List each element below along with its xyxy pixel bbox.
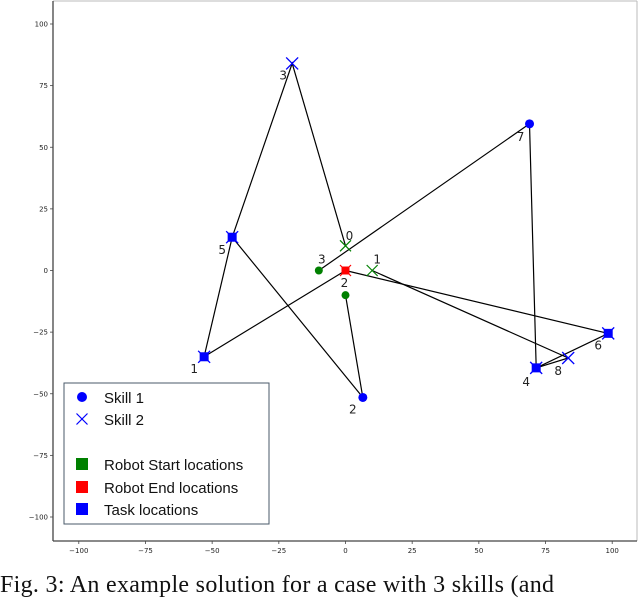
start-label: 2 xyxy=(341,276,349,290)
start-circle-icon xyxy=(341,291,350,300)
legend-label: Skill 1 xyxy=(104,390,144,407)
x-tick-label: 50 xyxy=(474,547,483,555)
start-label: 3 xyxy=(318,253,326,267)
route-robot-2 xyxy=(231,236,364,400)
task-label: 5 xyxy=(218,243,226,257)
legend-box xyxy=(63,382,270,525)
robot-routes xyxy=(203,61,610,400)
task-3: 3 xyxy=(279,56,299,82)
plot-frame xyxy=(52,0,638,542)
task-7: 7 xyxy=(517,119,535,144)
task-label: 3 xyxy=(279,68,287,82)
robot-start-3: 3 xyxy=(314,253,326,275)
legend-label: Robot Start locations xyxy=(104,457,243,474)
skill-1-circle-icon xyxy=(358,392,368,402)
task-square-icon xyxy=(603,328,613,338)
route-robot-0 xyxy=(203,61,347,359)
task-markers: 1 2 3 4 5 6 7 8 xyxy=(190,56,615,416)
task-label: 6 xyxy=(594,338,602,352)
y-tick-label: −100 xyxy=(29,514,48,522)
skill-2-x-icon xyxy=(285,56,299,70)
legend-skill1-circle-icon xyxy=(77,392,87,402)
legend-square-icon xyxy=(76,503,88,515)
start-x-icon xyxy=(339,239,352,252)
end-square-icon xyxy=(341,266,350,275)
task-label: 1 xyxy=(190,362,198,376)
task-4: 4 xyxy=(522,361,543,389)
task-6: 6 xyxy=(594,326,615,352)
x-tick-label: 100 xyxy=(606,547,619,555)
robot-start-0: 0 xyxy=(339,229,354,252)
legend-label: Skill 2 xyxy=(104,412,144,429)
start-circle-icon xyxy=(314,266,323,275)
task-2: 2 xyxy=(349,392,368,416)
robot-start-2: 2 xyxy=(341,276,350,300)
task-label: 2 xyxy=(349,402,357,416)
task-label: 4 xyxy=(522,375,530,389)
figure-caption: Fig. 3: An example solution for a case w… xyxy=(0,572,555,598)
start-x-icon xyxy=(366,264,379,277)
route-robot-3 xyxy=(318,122,610,369)
task-label: 7 xyxy=(517,130,525,144)
legend-square-icon xyxy=(76,481,88,493)
task-square-icon xyxy=(531,363,541,373)
skill-2-x-icon xyxy=(561,351,575,365)
task-square-icon xyxy=(227,232,237,242)
robot-start-markers: 0 1 2 3 xyxy=(314,229,381,300)
task-5: 5 xyxy=(218,230,239,257)
y-tick-label: 50 xyxy=(39,144,48,152)
legend-skill2-x-icon xyxy=(76,413,88,425)
legend-square-icon xyxy=(76,458,88,470)
x-tick-label: −25 xyxy=(271,547,286,555)
x-tick-label: 0 xyxy=(343,547,347,555)
legend: Skill 1 Skill 2 Robot Start locations Robot… xyxy=(63,382,270,525)
y-tick-label: 25 xyxy=(39,205,48,213)
y-axis: 100 75 50 25 0 −25 −50 −75 −100 xyxy=(29,21,53,522)
robot-start-1: 1 xyxy=(366,253,381,277)
task-square-icon xyxy=(199,352,209,362)
x-tick-label: 25 xyxy=(408,547,417,555)
legend-label: Task locations xyxy=(104,502,198,519)
x-tick-label: −100 xyxy=(69,547,88,555)
y-tick-label: 75 xyxy=(39,82,48,90)
x-axis: −100 −75 −50 −25 0 25 50 75 100 xyxy=(69,541,619,555)
y-tick-label: −25 xyxy=(33,329,48,337)
task-1: 1 xyxy=(190,350,211,376)
y-tick-label: −75 xyxy=(33,452,48,460)
x-tick-label: −50 xyxy=(205,547,220,555)
x-tick-label: −75 xyxy=(138,547,153,555)
y-tick-label: −50 xyxy=(33,390,48,398)
skill-1-circle-icon xyxy=(525,119,535,129)
y-tick-label: 0 xyxy=(44,267,48,275)
y-tick-label: 100 xyxy=(35,21,48,29)
route-robot-1 xyxy=(371,269,570,369)
robot-end-marker xyxy=(339,264,352,277)
start-label: 1 xyxy=(373,253,381,267)
x-tick-label: 75 xyxy=(541,547,550,555)
task-8: 8 xyxy=(554,351,575,378)
legend-label: Robot End locations xyxy=(104,480,238,497)
start-label: 0 xyxy=(346,229,354,243)
task-label: 8 xyxy=(554,364,562,378)
